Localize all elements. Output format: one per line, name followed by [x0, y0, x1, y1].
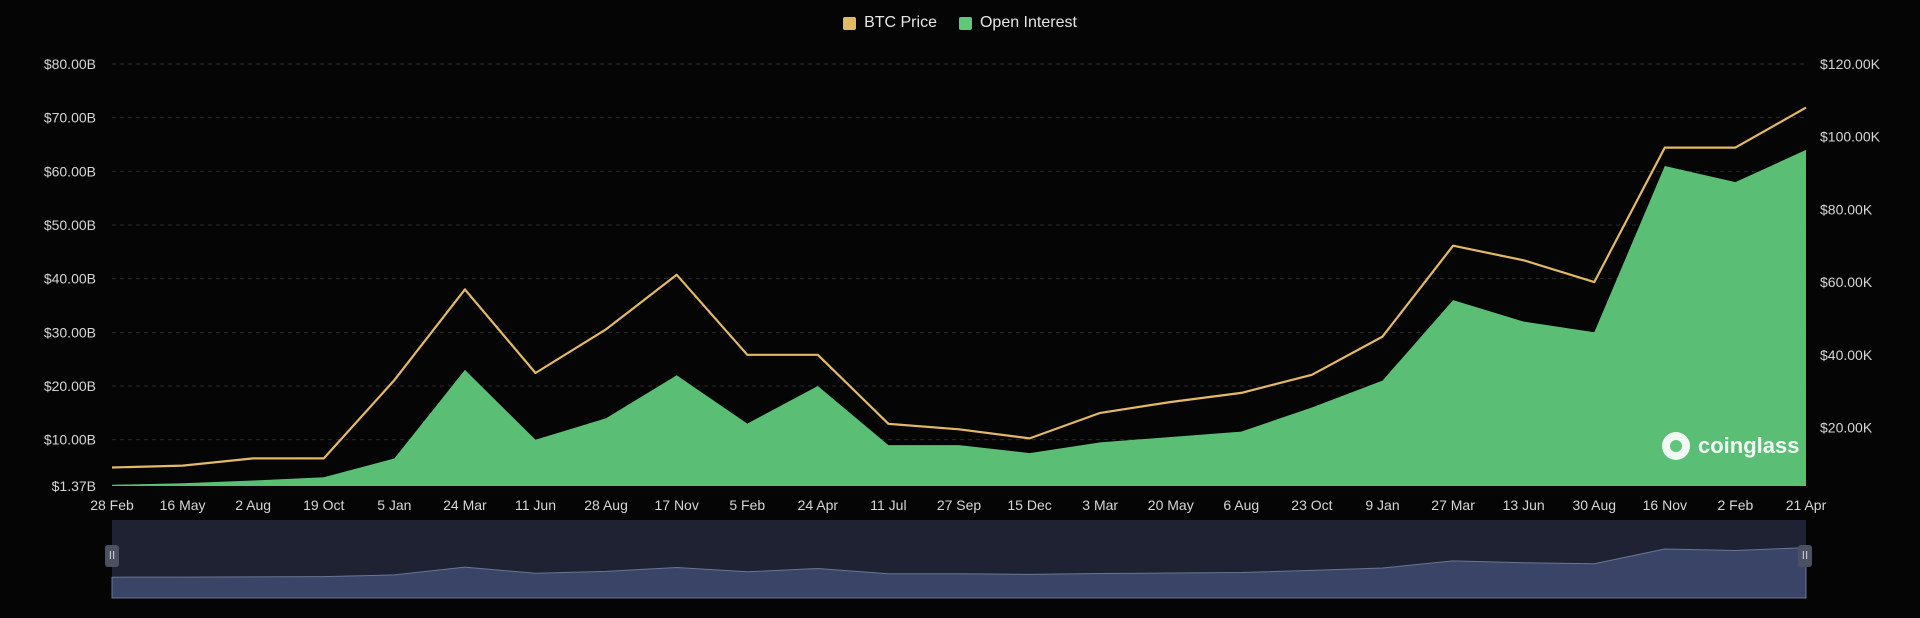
left-tick-label: $20.00B [44, 378, 96, 394]
left-y-axis: $80.00B $70.00B $60.00B $50.00B $40.00B $30.0… [44, 56, 96, 494]
x-tick-label: 24 Mar [443, 497, 487, 513]
x-tick-label: 20 May [1148, 497, 1194, 513]
navigator[interactable] [111, 520, 1807, 599]
open-interest-area [112, 149, 1806, 486]
x-tick-label: 23 Oct [1291, 497, 1332, 513]
open-interest-swatch [958, 16, 972, 30]
right-tick-label: $60.00K [1820, 274, 1873, 290]
left-tick-label: $50.00B [44, 217, 96, 233]
left-tick-label: $60.00B [44, 163, 96, 179]
x-tick-label: 6 Aug [1223, 497, 1259, 513]
left-tick-label: $40.00B [44, 271, 96, 287]
btc-price-swatch [843, 16, 857, 30]
x-tick-label: 24 Apr [798, 497, 839, 513]
x-tick-label: 11 Jul [870, 497, 906, 513]
x-tick-label: 2 Feb [1718, 497, 1754, 513]
legend-label-btc-price: BTC Price [864, 14, 937, 31]
x-tick-label: 19 Oct [303, 497, 344, 513]
x-tick-label: 3 Mar [1082, 497, 1118, 513]
right-tick-label: $40.00K [1820, 347, 1873, 363]
legend-item-open-interest[interactable]: Open Interest [958, 14, 1077, 32]
coinglass-logo-icon [1662, 432, 1690, 460]
x-tick-label: 5 Jan [377, 497, 411, 513]
navigator-right-handle[interactable]: II [1798, 545, 1812, 567]
left-tick-label: $1.37B [52, 478, 96, 494]
right-y-axis: $120.00K $100.00K $80.00K $60.00K $40.00K $20… [1820, 56, 1881, 435]
legend-label-open-interest: Open Interest [979, 14, 1077, 31]
legend: BTC Price Open Interest [0, 14, 1920, 32]
left-tick-label: $70.00B [44, 110, 96, 126]
x-tick-label: 5 Feb [729, 497, 765, 513]
x-tick-label: 15 Dec [1007, 497, 1051, 513]
x-tick-label: 17 Nov [654, 497, 698, 513]
x-tick-label: 9 Jan [1365, 497, 1399, 513]
navigator-series [111, 547, 1807, 599]
x-tick-label: 27 Sep [937, 497, 982, 513]
x-tick-label: 28 Aug [584, 497, 628, 513]
x-tick-label: 16 Nov [1643, 497, 1687, 513]
left-tick-label: $30.00B [44, 324, 96, 340]
x-tick-label: 16 May [160, 497, 206, 513]
watermark-text: coinglass [1698, 433, 1800, 458]
x-tick-label: 27 Mar [1431, 497, 1475, 513]
right-tick-label: $20.00K [1820, 419, 1873, 435]
right-tick-label: $80.00K [1820, 201, 1873, 217]
right-tick-label: $100.00K [1820, 129, 1881, 145]
legend-item-btc-price[interactable]: BTC Price [843, 14, 937, 32]
x-tick-label: 21 Apr [1786, 497, 1827, 513]
x-tick-label: 28 Feb [90, 497, 134, 513]
right-tick-label: $120.00K [1820, 56, 1881, 72]
plot-area[interactable] [111, 106, 1807, 486]
left-tick-label: $80.00B [44, 56, 96, 72]
left-tick-label: $10.00B [44, 432, 96, 448]
x-tick-label: 30 Aug [1572, 497, 1616, 513]
x-tick-label: 13 Jun [1503, 497, 1545, 513]
x-tick-label: 11 Jun [515, 497, 556, 513]
x-axis: 28 Feb 16 May 2 Aug 19 Oct 5 Jan 24 Mar 11 Jun… [90, 497, 1826, 513]
navigator-left-handle[interactable]: II [105, 545, 119, 567]
x-tick-label: 2 Aug [235, 497, 271, 513]
coinglass-watermark: coinglass [1662, 432, 1799, 460]
